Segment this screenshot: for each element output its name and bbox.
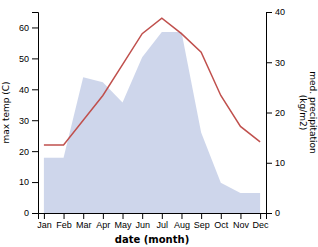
- y2-tick-label: 20: [275, 108, 285, 118]
- chart: Jan Feb Mar Apr MayJun Jul Aug Sep Oct NovDec 0 10 2…: [0, 0, 318, 247]
- y2-axis-line: [267, 13, 273, 214]
- marks: [44, 18, 260, 213]
- x-tick-label: Apr: [96, 220, 110, 230]
- x-tick-label: May: [115, 220, 133, 230]
- x-tick-mark: [221, 213, 222, 219]
- x-tick-mark: [83, 213, 84, 219]
- y-tick-label: 20: [19, 147, 29, 157]
- y2-tick-label: 40: [275, 7, 285, 17]
- x-axis-title: date (month): [115, 234, 189, 245]
- y-tick: 10: [19, 177, 38, 187]
- area: [44, 32, 260, 213]
- y2-tick-label: 10: [275, 158, 285, 168]
- y-tick-mark: [32, 182, 38, 183]
- y2-tick: 10: [266, 158, 285, 168]
- y-tick-label: 60: [19, 23, 29, 33]
- y2-tick-mark: [266, 113, 272, 114]
- x-tick-label: Dec: [253, 220, 270, 230]
- y-tick-label: 0: [24, 208, 29, 218]
- y-tick: 0: [24, 208, 38, 218]
- y-tick-mark: [32, 27, 38, 28]
- x-tick-label: Oct: [214, 220, 229, 230]
- x-tick-label: Aug: [174, 220, 190, 230]
- y2-axis-title: med. precipitation(kg/m2): [298, 71, 318, 153]
- y2-tick: 40: [266, 7, 285, 17]
- y2-tick-mark: [266, 12, 272, 13]
- plot: Jan Feb Mar Apr MayJun Jul Aug Sep Oct NovDec 0 10 2…: [1, 7, 318, 245]
- y-tick-mark: [32, 151, 38, 152]
- x-tick-mark: [123, 213, 124, 219]
- x-tick: Aug: [174, 213, 190, 230]
- x-tick: Apr: [96, 213, 110, 230]
- x-tick: Mar: [76, 213, 92, 230]
- y2-tick-label: 0: [275, 208, 280, 218]
- x-tick: Dec: [253, 213, 270, 230]
- y-axis-title: max temp (C): [1, 81, 11, 143]
- y2-axis: 0 10 20 30 40: [266, 7, 285, 218]
- x-tick-label: Jun: [135, 220, 150, 230]
- y-tick-label: 50: [19, 54, 29, 64]
- y2-tick-mark: [266, 163, 272, 164]
- x-axis: Jan Feb Mar Apr MayJun Jul Aug Sep Oct NovDec: [37, 213, 269, 230]
- x-tick-label: Feb: [56, 220, 72, 230]
- y-tick: 60: [19, 23, 38, 33]
- x-tick: Feb: [56, 213, 72, 230]
- x-tick-label: Sep: [194, 220, 210, 230]
- x-tick-label: Jul: [157, 220, 169, 230]
- x-tick-mark: [142, 213, 143, 219]
- y-tick-mark: [32, 213, 38, 214]
- x-tick: Jun: [135, 213, 150, 230]
- y-tick: 40: [19, 85, 38, 95]
- y-axis-line: [32, 13, 39, 214]
- y-tick-mark: [32, 120, 38, 121]
- x-tick-mark: [64, 213, 65, 219]
- y2-tick: 20: [266, 108, 285, 118]
- x-tick-mark: [201, 213, 202, 219]
- y-tick-label: 40: [19, 85, 29, 95]
- line: [44, 18, 260, 145]
- x-tick-label: Nov: [233, 220, 250, 230]
- y-tick: 30: [19, 116, 38, 126]
- x-tick: Jan: [37, 213, 52, 230]
- x-tick-mark: [181, 213, 182, 219]
- y-tick-label: 30: [19, 116, 29, 126]
- y2-tick-mark: [266, 213, 272, 214]
- y-tick-label: 10: [19, 177, 29, 187]
- y-tick-mark: [32, 58, 38, 59]
- y2-axis-title-line: (kg/m2): [298, 95, 308, 130]
- x-tick-mark: [103, 213, 104, 219]
- y2-tick: 0: [266, 208, 280, 218]
- x-tick-label: Mar: [76, 220, 92, 230]
- y-axis: 0 10 20 30 40 50 60: [19, 13, 39, 219]
- x-tick-mark: [240, 213, 241, 219]
- x-tick: Oct: [214, 213, 229, 230]
- y2-axis-title-line: med. precipitation: [308, 71, 318, 153]
- y2-tick: 30: [266, 58, 285, 68]
- y-tick-mark: [32, 89, 38, 90]
- x-tick: Sep: [194, 213, 210, 230]
- y2-tick-label: 30: [275, 58, 285, 68]
- y-tick: 20: [19, 147, 38, 157]
- x-tick: Nov: [233, 213, 250, 230]
- y2-tick-mark: [266, 62, 272, 63]
- x-tick-mark: [162, 213, 163, 219]
- y-tick: 50: [19, 54, 38, 64]
- x-tick-mark: [260, 213, 261, 219]
- x-tick-label: Jan: [37, 220, 52, 230]
- x-tick: May: [115, 213, 133, 230]
- x-tick: Jul: [157, 213, 169, 230]
- x-axis-line: [39, 214, 267, 220]
- x-tick-mark: [44, 213, 45, 219]
